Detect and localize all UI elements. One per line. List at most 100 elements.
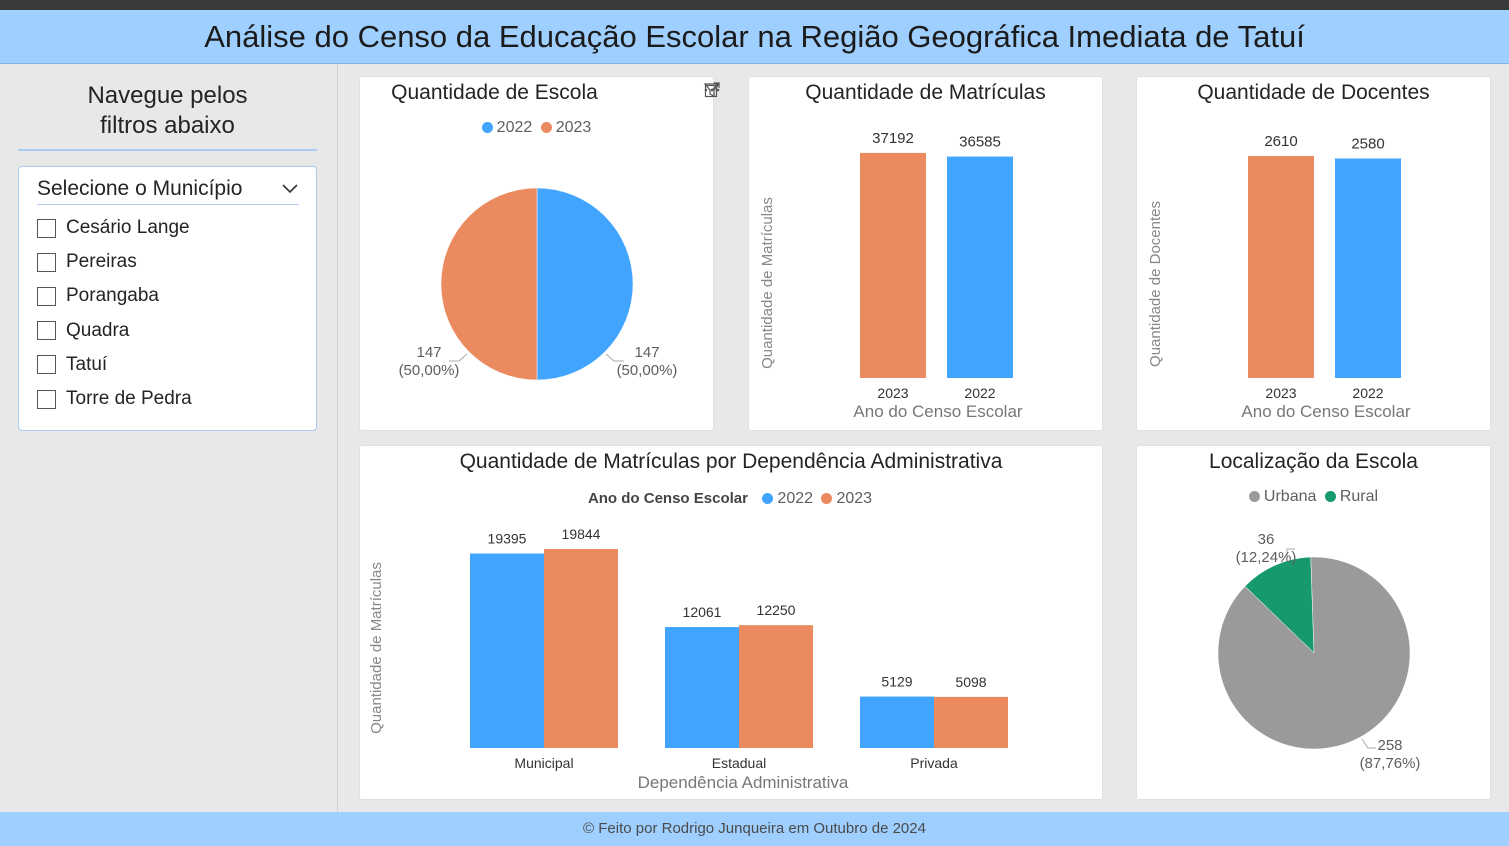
pie-slice-2023 xyxy=(440,187,538,381)
legend-dot-2023 xyxy=(821,493,833,504)
legend-label: 2022 xyxy=(777,490,814,507)
slicer-item-label: Pereiras xyxy=(66,251,137,273)
pie-slice-2022 xyxy=(536,187,634,381)
leader-line xyxy=(605,353,624,362)
escolas-card[interactable]: Quantidade de Escola 2022 2023 147 (50,00… xyxy=(359,76,721,431)
bar-estadual-2022 xyxy=(665,627,739,748)
bar-municipal-2023 xyxy=(544,549,618,748)
bar-value-label: 5098 xyxy=(955,674,986,690)
slicer-title: Selecione o Município xyxy=(37,177,243,200)
checkbox[interactable] xyxy=(37,252,56,272)
data-label-value: 147 xyxy=(416,344,441,361)
checkbox[interactable] xyxy=(37,286,56,306)
escolas-pie-chart: 147(50,00%)147(50,00%) xyxy=(399,187,678,381)
nav-heading-line1: Navegue pelos xyxy=(87,82,248,109)
slicer-item-quadra[interactable]: Quadra xyxy=(37,314,307,348)
y-axis-title: Quantidade de Docentes xyxy=(1147,201,1164,367)
x-axis-title: Ano do Censo Escolar xyxy=(1241,402,1410,421)
x-axis-title: Ano do Censo Escolar xyxy=(853,402,1022,421)
municipio-slicer: Selecione o Município Cesário Lange Pere… xyxy=(18,166,317,431)
checkbox[interactable] xyxy=(37,389,56,409)
bar-2022 xyxy=(947,156,1013,378)
checkbox[interactable] xyxy=(37,321,56,341)
slicer-item-torre-de-pedra[interactable]: Torre de Pedra xyxy=(37,382,307,416)
legend-dot-rural xyxy=(1324,491,1336,502)
page-title: Análise do Censo da Educação Escolar na … xyxy=(204,19,1305,54)
bar-value-label: 2580 xyxy=(1351,136,1384,153)
docentes-bar-chart: Quantidade de Docentes 2610 2023 2580 2022An… xyxy=(1147,133,1411,421)
slicer-item-label: Torre de Pedra xyxy=(66,388,192,410)
legend-title: Ano do Censo Escolar xyxy=(587,490,748,507)
nav-heading: Navegue pelos filtros abaixo xyxy=(20,81,315,141)
legend-dot-urbana xyxy=(1248,491,1260,502)
chevron-down-icon[interactable] xyxy=(281,181,299,195)
legend-item[interactable]: Rural xyxy=(1324,488,1378,505)
matriculas-card[interactable]: Quantidade de Matrículas Quantidade de M… xyxy=(748,76,1103,431)
slicer-item-tatui[interactable]: Tatuí xyxy=(37,348,307,382)
leader-line xyxy=(449,353,468,362)
bar-value-label: 37192 xyxy=(872,130,914,147)
slicer-item-pereiras[interactable]: Pereiras xyxy=(37,245,307,279)
focus-mode-icon[interactable] xyxy=(703,81,721,99)
slicer-item-cesario-lange[interactable]: Cesário Lange xyxy=(37,211,307,245)
slicer-header[interactable]: Selecione o Município xyxy=(37,175,299,205)
pie-slice-urbana xyxy=(1217,556,1411,750)
legend-item[interactable]: 2023 xyxy=(821,490,872,507)
data-label-percent: (12,24%) xyxy=(1236,549,1297,566)
bar-2022 xyxy=(1335,158,1401,378)
legend-item[interactable]: 2023 xyxy=(540,119,591,136)
x-tick-label: 2022 xyxy=(1352,385,1383,401)
slicer-item-label: Tatuí xyxy=(66,353,108,375)
page-footer: © Feito por Rodrigo Junqueira em Outubro… xyxy=(0,812,1509,846)
leader-line xyxy=(1286,548,1295,556)
bar-value-label: 19844 xyxy=(562,526,601,542)
x-tick-label: 2022 xyxy=(964,385,995,401)
legend-label: Urbana xyxy=(1263,488,1317,505)
data-label-percent: (50,00%) xyxy=(617,362,678,379)
legend-label: 2022 xyxy=(496,119,533,136)
checkbox[interactable] xyxy=(37,355,56,375)
dependencia-card[interactable]: Quantidade de Matrículas por Dependência… xyxy=(359,445,1103,800)
bar-value-label: 12250 xyxy=(757,602,796,618)
docentes-card[interactable]: Quantidade de Docentes Quantidade de Doc… xyxy=(1136,76,1491,431)
leader-line xyxy=(1361,738,1376,749)
escolas-title: Quantidade de Escola xyxy=(391,81,598,104)
more-options-icon[interactable] xyxy=(703,81,721,99)
nav-divider xyxy=(18,149,317,151)
slicer-item-label: Porangaba xyxy=(66,285,159,307)
y-axis-title: Quantidade de Matrículas xyxy=(759,197,776,369)
localizacao-pie-chart: 36(12,24%) 258(87,76%) xyxy=(1217,531,1420,772)
matriculas-bar-chart: Quantidade de Matrículas 37192 2023 36585 20… xyxy=(759,130,1023,421)
data-label-value: 147 xyxy=(634,344,659,361)
legend-dot-2022 xyxy=(481,122,493,133)
data-label-value: 258 xyxy=(1377,737,1402,754)
checkbox[interactable] xyxy=(37,218,56,238)
nav-heading-line2: filtros abaixo xyxy=(100,112,235,139)
legend-item[interactable]: 2022 xyxy=(762,490,813,507)
bar-2023 xyxy=(860,152,926,378)
bar-value-label: 36585 xyxy=(959,134,1001,151)
slicer-item-label: Quadra xyxy=(66,319,130,341)
matriculas-title: Quantidade de Matrículas xyxy=(805,81,1046,104)
bar-value-label: 19395 xyxy=(488,531,527,547)
dependencia-bar-chart: Quantidade de Matrículas 19395 19844 Munici… xyxy=(368,526,1008,792)
x-tick-label: 2023 xyxy=(877,385,908,401)
data-label-value: 36 xyxy=(1258,531,1275,548)
localizacao-card[interactable]: Localização da Escola Urbana Rural 36 (12… xyxy=(1136,445,1491,800)
x-tick-label: Estadual xyxy=(712,755,766,771)
slicer-list: Cesário Lange Pereiras Porangaba Quadra … xyxy=(37,211,307,416)
x-tick-label: Municipal xyxy=(514,755,573,771)
bar-privada-2022 xyxy=(860,696,934,748)
localizacao-legend: Urbana Rural xyxy=(1137,488,1490,506)
window-top-bar xyxy=(0,0,1509,10)
bar-value-label: 12061 xyxy=(683,604,722,620)
slicer-item-porangaba[interactable]: Porangaba xyxy=(37,279,307,313)
legend-item[interactable]: Urbana xyxy=(1248,488,1317,505)
slicer-item-label: Cesário Lange xyxy=(66,217,190,239)
footer-credit: © Feito por Rodrigo Junqueira em Outubro… xyxy=(583,820,926,837)
bar-2023 xyxy=(1248,155,1314,378)
x-axis-title: Dependência Administrativa xyxy=(638,773,849,792)
pie-slice-rural xyxy=(1244,556,1315,654)
legend-item[interactable]: 2022 xyxy=(481,119,533,136)
page-header: Análise do Censo da Educação Escolar na … xyxy=(0,10,1509,64)
